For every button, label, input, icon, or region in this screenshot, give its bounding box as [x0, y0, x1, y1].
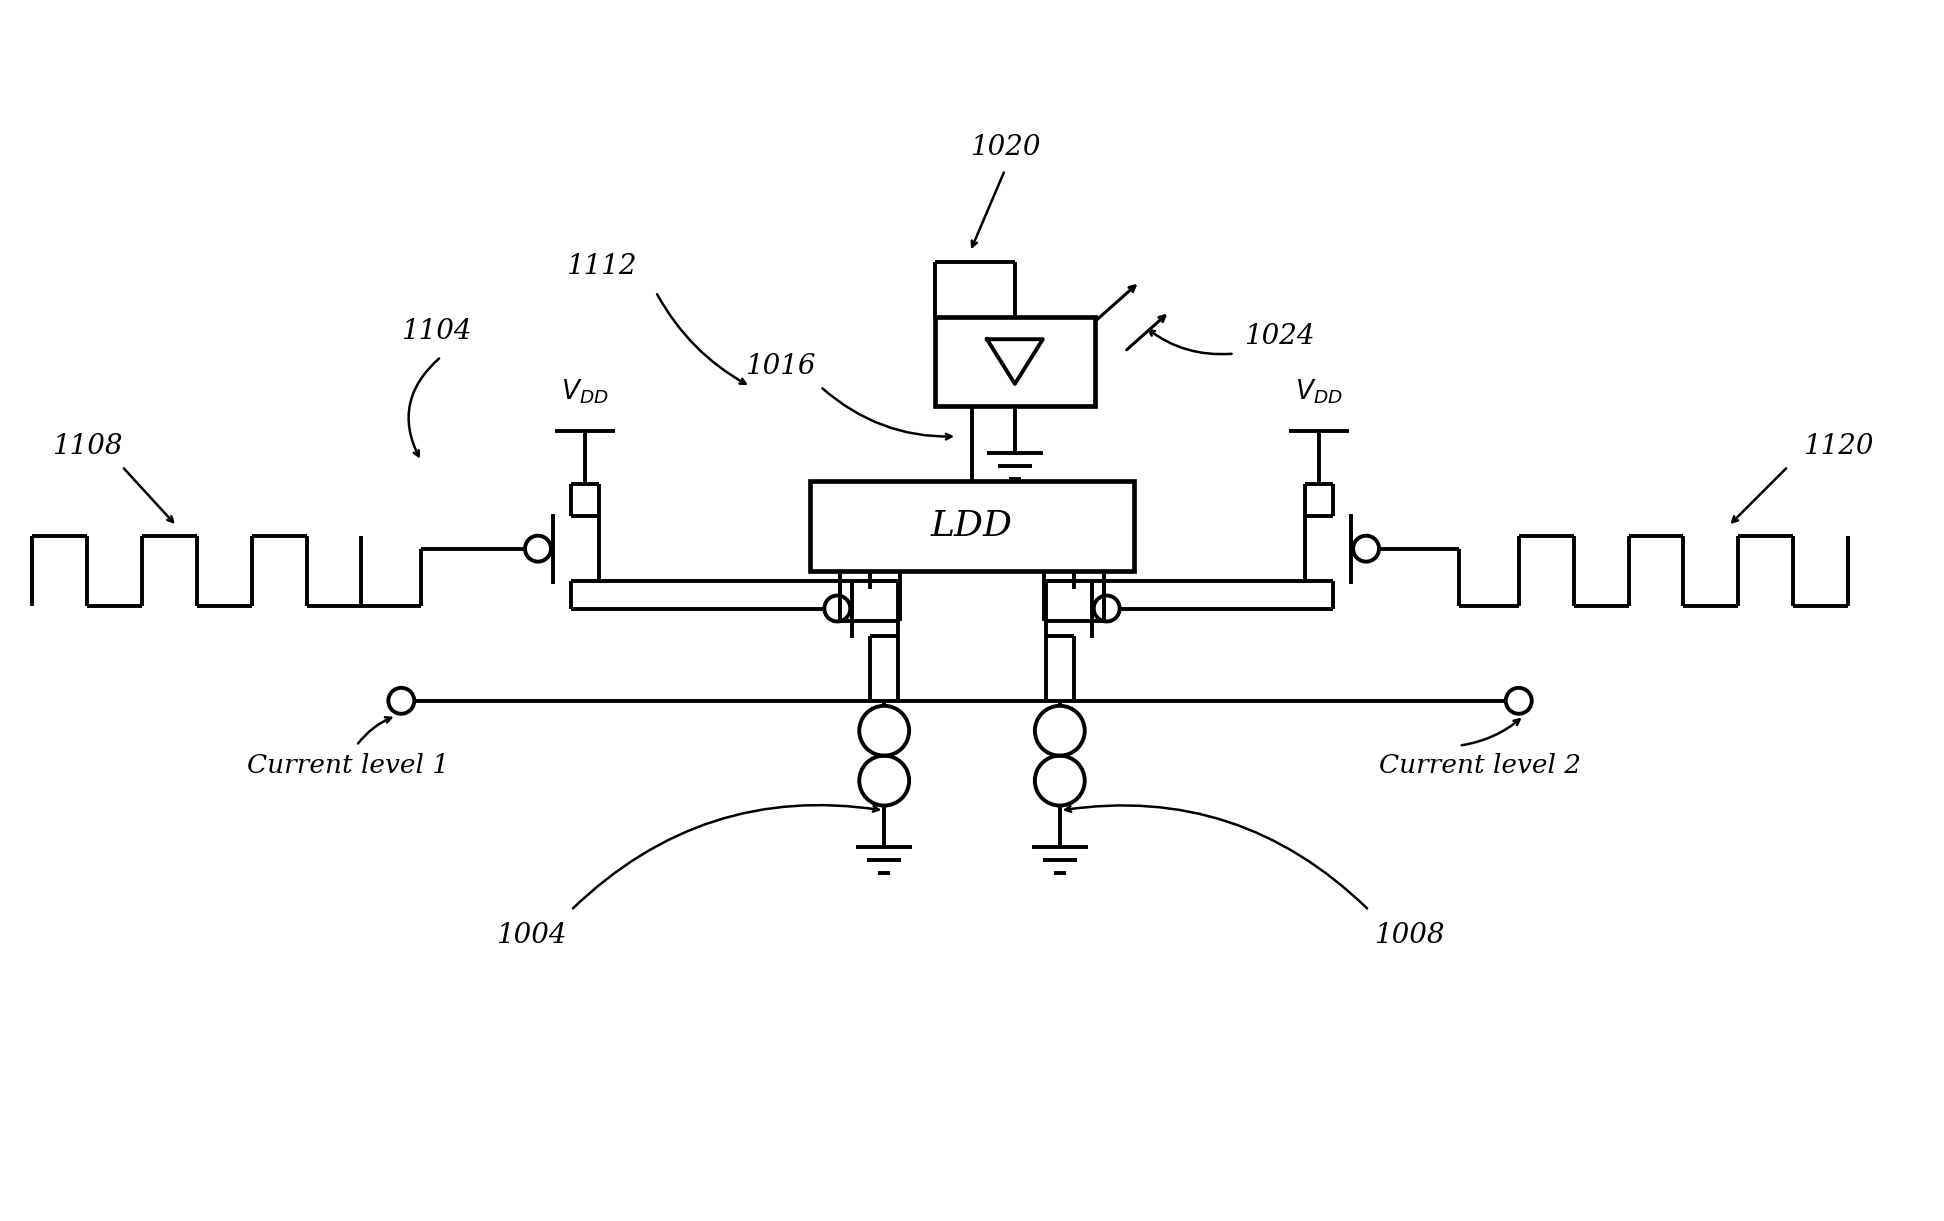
Bar — [811, 481, 1133, 571]
Text: 1104: 1104 — [400, 319, 472, 346]
Text: LDD: LDD — [931, 509, 1013, 543]
Text: $V_{DD}$: $V_{DD}$ — [1295, 379, 1343, 407]
Text: Current level 1: Current level 1 — [247, 753, 449, 778]
Text: $V_{DD}$: $V_{DD}$ — [562, 379, 608, 407]
Text: Current level 2: Current level 2 — [1378, 753, 1580, 778]
Text: 1016: 1016 — [745, 353, 816, 380]
Text: 1120: 1120 — [1802, 433, 1874, 460]
Text: 1024: 1024 — [1244, 324, 1314, 350]
Text: 1020: 1020 — [970, 133, 1040, 160]
Text: 1008: 1008 — [1374, 922, 1444, 949]
Text: 1112: 1112 — [566, 253, 636, 281]
Text: 1004: 1004 — [496, 922, 566, 949]
Text: 1108: 1108 — [52, 433, 122, 460]
Bar — [935, 316, 1094, 407]
